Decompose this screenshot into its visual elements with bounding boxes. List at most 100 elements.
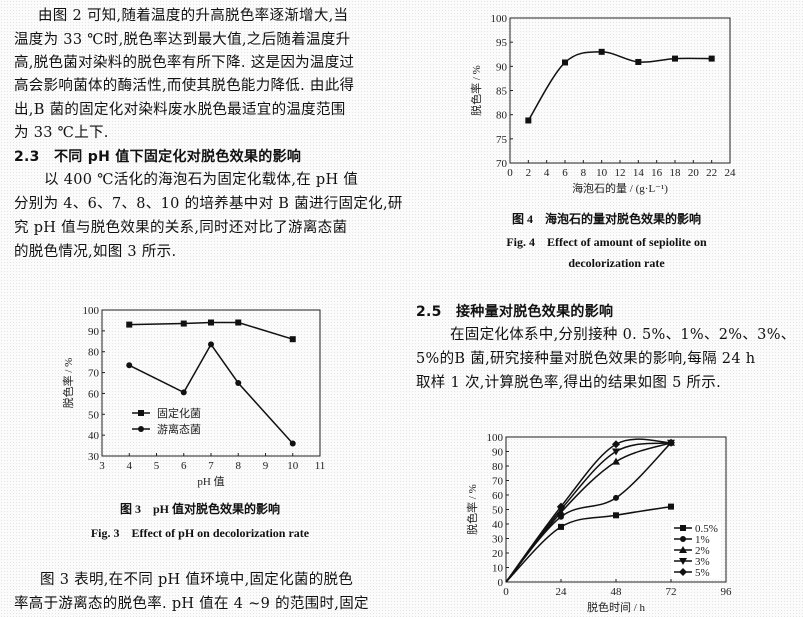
x-tick-label: 10: [596, 167, 608, 179]
x-tick-label: 22: [706, 167, 717, 179]
data-point: [612, 448, 620, 456]
x-axis-label: 海泡石的量 / (g·L⁻¹): [572, 181, 668, 195]
y-tick-label: 95: [496, 37, 508, 49]
series-line: [505, 442, 672, 583]
x-tick-label: 6: [562, 167, 568, 179]
x-tick-label: 10: [287, 460, 299, 472]
data-point: [612, 457, 620, 465]
y-axis-label: 脱色率 / %: [465, 484, 479, 535]
para2-line: 分别为 4、6、7、8、10 的培养基中对 B 菌进行固定化,研: [14, 196, 403, 212]
y-tick-label: 30: [492, 534, 504, 546]
x-tick-label: 11: [315, 460, 326, 472]
y-tick-label: 30: [88, 451, 100, 463]
legend-marker: [680, 536, 686, 542]
section-heading-2-3: 2.3 不同 pH 值下固定化对脱色效果的影响: [14, 149, 302, 165]
data-point: [672, 55, 678, 62]
data-point: [126, 362, 133, 369]
y-tick-label: 40: [492, 519, 504, 531]
data-point: [235, 319, 242, 326]
fig3-caption-en: Fig. 3 Effect of pH on decolorization ra…: [90, 526, 310, 540]
y-tick-label: 40: [88, 430, 100, 442]
para1-line: 为 33 ℃上下.: [14, 125, 109, 141]
para2-line: 以 400 ℃活化的海泡石为固定化载体,在 pH 值: [44, 172, 359, 188]
x-tick-label: 9: [263, 460, 269, 472]
x-tick-label: 6: [181, 460, 187, 472]
x-tick-label: 14: [633, 167, 645, 179]
fig4-caption-cn: 图 4 海泡石的量对脱色效果的影响: [511, 212, 701, 226]
series-line: [505, 505, 672, 583]
plot-frame: [509, 17, 731, 164]
fig4-caption-en: Fig. 4 Effect of amount of sepiolite on: [506, 235, 707, 249]
x-tick-label: 0: [503, 586, 509, 598]
x-tick-label: 7: [208, 460, 214, 472]
data-point: [126, 321, 133, 328]
y-tick-label: 60: [88, 388, 100, 400]
para-line: 5%的B 菌,研究接种量对脱色效果的影响,每隔 24 h: [416, 351, 756, 367]
para3-line: 率高于游离态的脱色率. pH 值在 4 ~9 的范围时,固定: [14, 596, 369, 612]
data-point: [668, 503, 674, 510]
legend-label: 固定化菌: [157, 406, 201, 420]
data-point: [635, 58, 642, 65]
data-point: [208, 319, 214, 326]
legend-marker: [680, 525, 686, 531]
x-tick-label: 24: [556, 586, 568, 598]
section-heading-2-5: 2.5 接种量对脱色效果的影响: [416, 304, 614, 320]
data-point: [208, 341, 214, 348]
series-line: [128, 343, 294, 444]
data-point: [180, 389, 187, 396]
y-tick-label: 70: [88, 368, 100, 380]
legend-marker: [679, 546, 687, 553]
para2-line: 究 pH 值与脱色效果的关系,同时还对比了游离态菌: [14, 220, 348, 236]
legend-label: 5%: [695, 567, 710, 579]
y-tick-label: 20: [492, 548, 504, 560]
legend-marker: [679, 558, 687, 565]
series-line: [505, 438, 672, 583]
legend-label: 1%: [695, 534, 710, 546]
x-tick-label: 18: [670, 167, 682, 179]
y-tick-label: 50: [88, 409, 100, 421]
y-tick-label: 80: [88, 347, 100, 359]
y-tick-label: 100: [487, 432, 504, 444]
x-tick-label: 4: [544, 167, 550, 179]
data-point: [562, 59, 568, 66]
para1-line: 高,脱色菌对染料的脱色率有所下降. 这是因为温度过: [14, 55, 355, 71]
fig4-caption-en-2: decolorization rate: [568, 256, 665, 270]
para3-line: 图 3 表明,在不同 pH 值环境中,固定化菌的脱色: [40, 572, 354, 588]
series-line: [505, 442, 672, 583]
y-tick-label: 80: [496, 110, 508, 122]
x-axis-label: pH 值: [197, 475, 224, 488]
x-tick-label: 0: [507, 167, 513, 179]
y-axis-label: 脱色率 / %: [469, 65, 483, 116]
data-point: [235, 380, 242, 386]
data-point: [557, 502, 565, 511]
fig3-caption-cn: 图 3 pH 值对脱色效果的影响: [119, 502, 280, 516]
legend-marker: [679, 568, 687, 576]
y-tick-label: 90: [492, 447, 504, 459]
data-point: [613, 512, 619, 519]
y-tick-label: 0: [498, 577, 504, 589]
x-tick-label: 5: [154, 460, 160, 472]
fig3-chart: 3 4 5 6 7 8 9 10 11 30 40 50 60 70 80 90 100 pH 值 脱色率 / % 固…: [61, 305, 325, 488]
data-point: [613, 494, 619, 501]
y-axis-label: 脱色率 / %: [61, 358, 75, 409]
legend-label: 2%: [695, 545, 710, 557]
fig4-chart: 0 2 4 6 8 10 12 14 16 18 20 22 24707580859095100海泡石的…: [469, 13, 736, 195]
y-tick-label: 85: [496, 86, 508, 98]
x-tick-label: 16: [651, 167, 663, 179]
y-tick-label: 70: [496, 158, 508, 170]
y-tick-label: 100: [83, 305, 100, 317]
y-tick-label: 75: [496, 134, 508, 146]
series-line: [527, 51, 712, 121]
data-point: [289, 336, 296, 343]
x-tick-label: 3: [99, 460, 105, 472]
x-tick-label: 96: [721, 586, 733, 598]
data-point: [667, 438, 675, 447]
para2-line: 的脱色情况,如图 3 所示.: [14, 244, 177, 260]
legend-label: 0.5%: [695, 523, 718, 535]
data-point: [525, 117, 532, 124]
x-tick-label: 24: [725, 167, 737, 179]
para1-line: 温度为 33 ℃时,脱色率达到最大值,之后随着温度升: [14, 32, 351, 48]
data-point: [612, 440, 620, 449]
y-tick-label: 60: [492, 490, 504, 502]
